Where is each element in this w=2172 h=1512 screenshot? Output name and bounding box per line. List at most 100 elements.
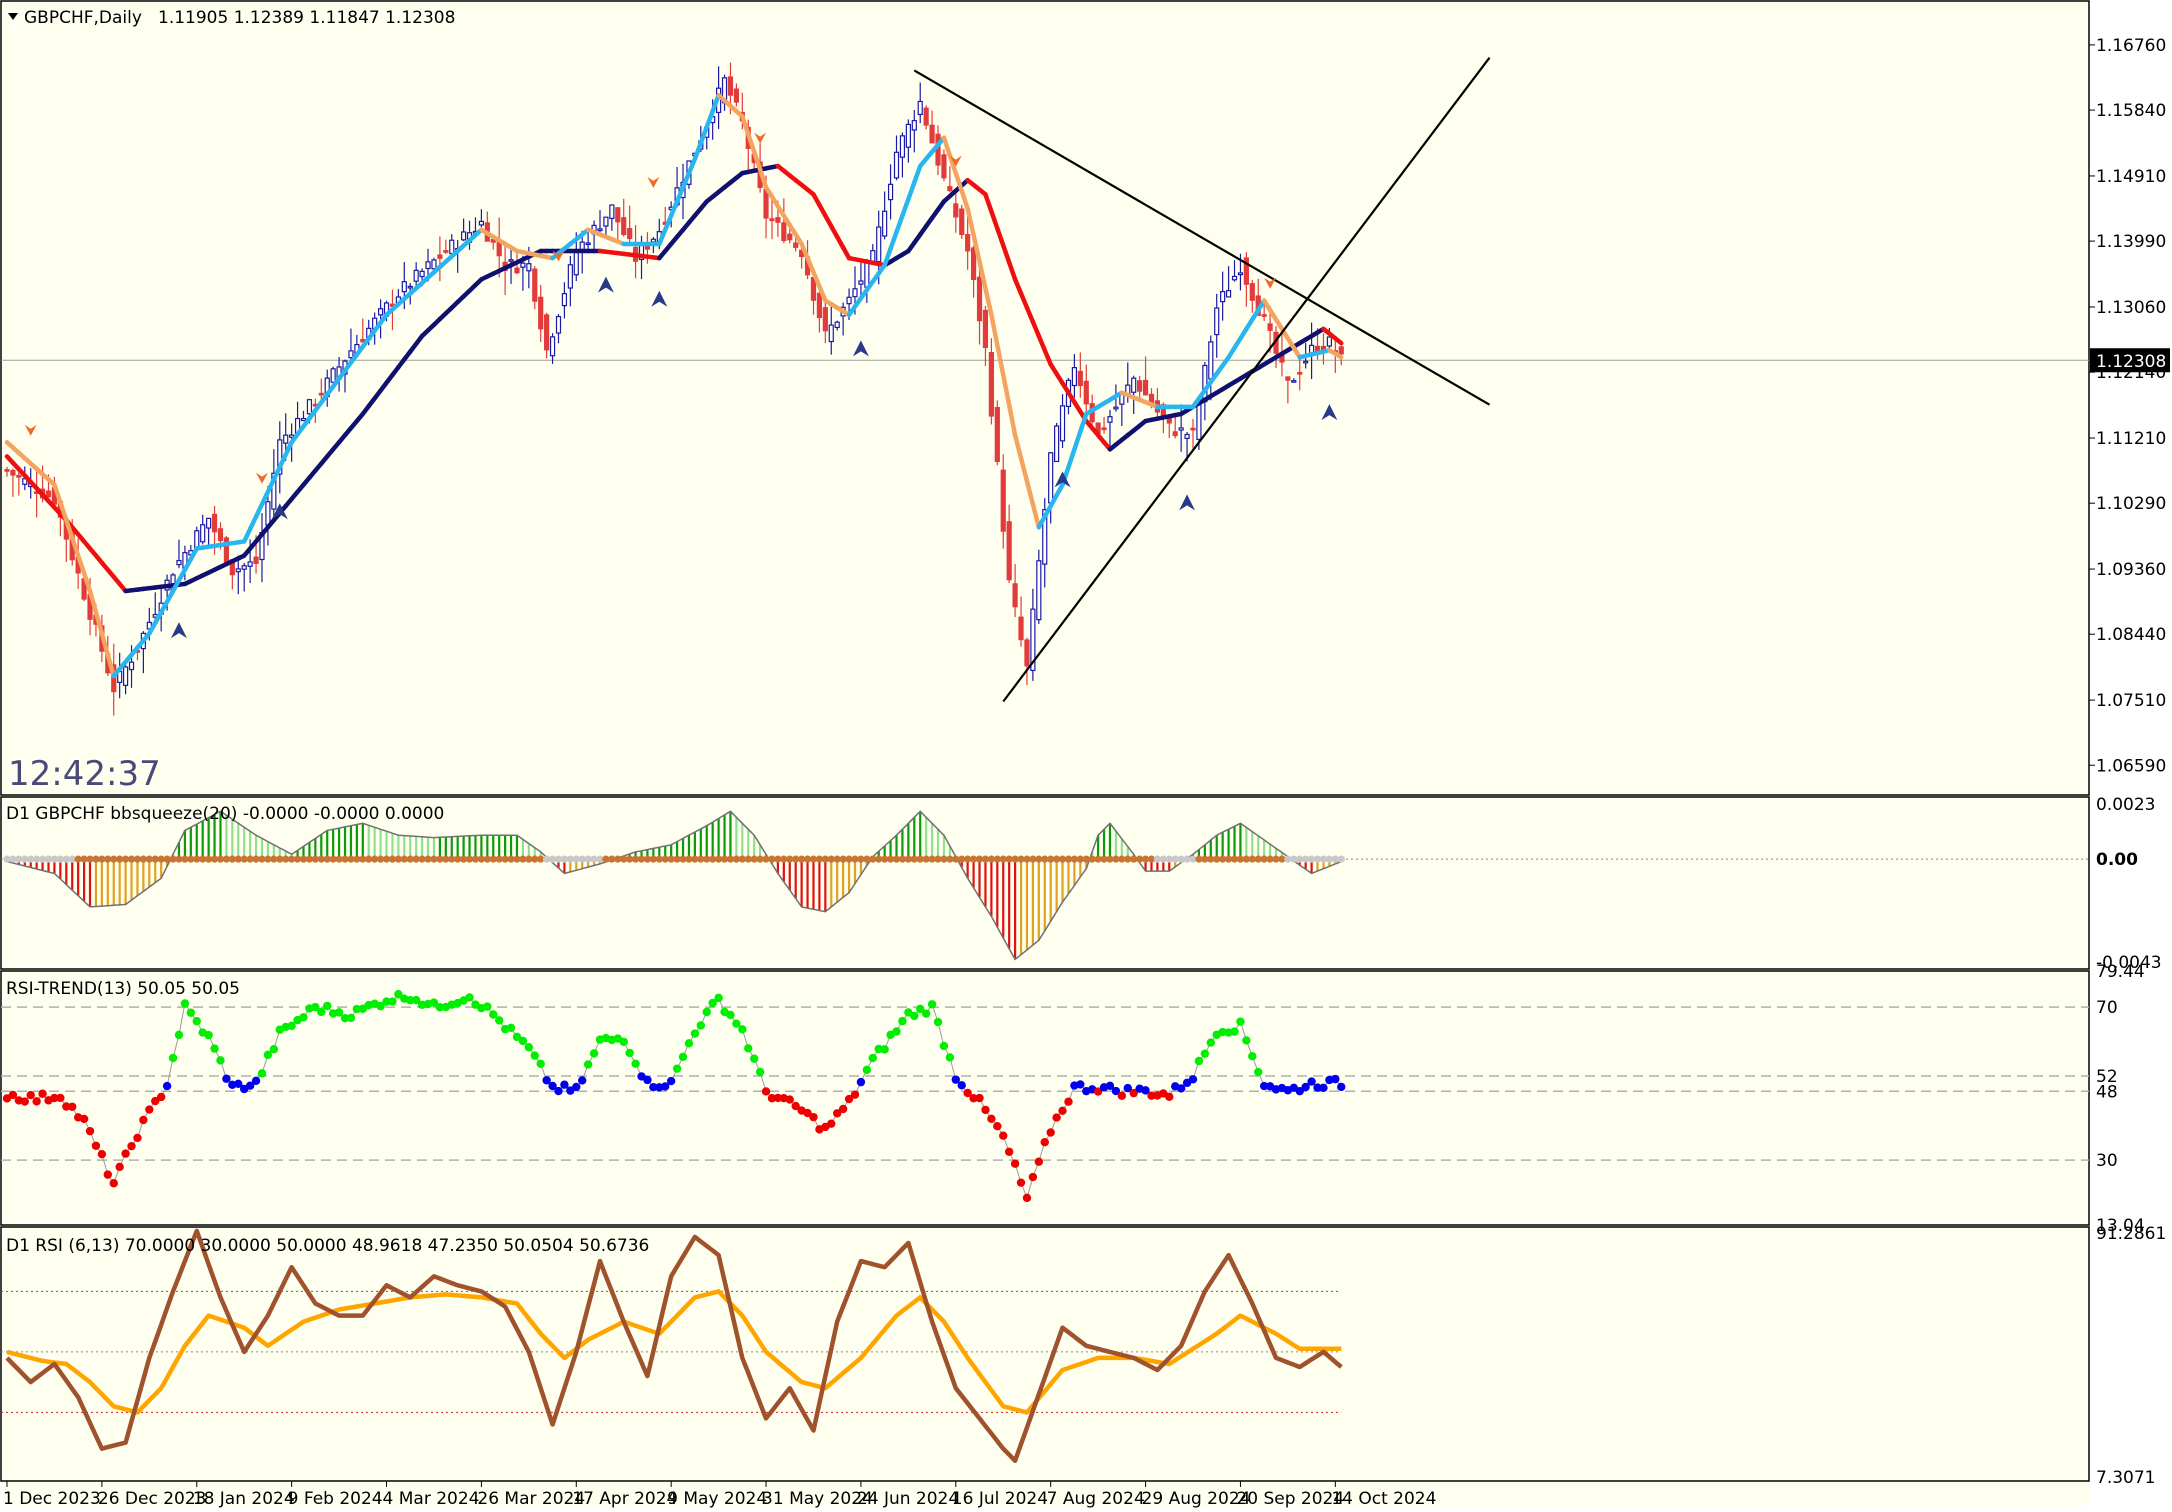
trendline[interactable]	[1002, 57, 1491, 703]
squeeze-dot	[720, 855, 729, 863]
rsi-trend-dot	[530, 1051, 539, 1060]
ma-slow-segment	[1018, 291, 1030, 310]
candle-body	[532, 268, 538, 302]
ma-fast-segment	[965, 206, 976, 238]
squeeze-dot	[845, 855, 853, 863]
candle-body	[419, 270, 425, 278]
squeeze-dot	[234, 855, 242, 863]
squeeze-dot	[454, 855, 462, 863]
candle-body	[253, 556, 259, 564]
candle-body	[1261, 314, 1267, 317]
rsi-trend-dot	[483, 1002, 492, 1011]
candle-body	[1326, 336, 1332, 347]
ma-fast-segment	[900, 196, 911, 218]
squeeze-dot	[709, 855, 717, 863]
y-tick-label: 1.13990	[2096, 232, 2166, 252]
rsi-trend-dot	[269, 1045, 279, 1054]
squeeze-dot	[347, 855, 355, 863]
squeeze-dot	[1331, 855, 1339, 863]
squeeze-dot	[975, 855, 984, 863]
squeeze-dot	[299, 855, 308, 863]
squeeze-dot	[922, 855, 930, 863]
candle-body	[644, 245, 651, 250]
rsi-trend-dot	[945, 1053, 955, 1062]
candle-body	[1107, 416, 1113, 423]
squeeze-dot	[685, 855, 693, 863]
squeeze-dot	[62, 855, 70, 863]
candle-body	[899, 135, 906, 158]
trendlines-layer[interactable]	[913, 57, 1491, 703]
ma-fast-segment	[906, 180, 917, 202]
squeeze-dot	[501, 855, 509, 863]
candle-body	[1202, 364, 1208, 403]
squeeze-dot	[572, 855, 580, 863]
candle-body	[976, 276, 983, 322]
ma-fast-segment	[811, 270, 822, 289]
squeeze-dot	[1118, 855, 1126, 863]
rsi-trend-dot	[20, 1097, 29, 1106]
squeeze-dot	[145, 855, 153, 863]
ma-fast-segment	[81, 571, 93, 594]
squeeze-dot	[1041, 855, 1049, 863]
squeeze-dot	[637, 855, 646, 863]
rsi-trend-dot	[245, 1081, 255, 1090]
squeeze-dot	[365, 855, 373, 863]
rsi-trend-dot	[850, 1090, 860, 1099]
ma-slow-segment	[1000, 243, 1012, 265]
squeeze-dot	[910, 855, 918, 863]
candle-body	[970, 247, 977, 281]
ma-fast-segment	[1066, 447, 1077, 470]
squeeze-dot	[1100, 855, 1108, 863]
candle-body	[128, 661, 135, 671]
squeeze-dot	[465, 855, 474, 863]
squeeze-dot	[430, 855, 438, 863]
y-tick-label: 52	[2096, 1067, 2118, 1087]
ma-slow-segment	[1012, 277, 1024, 296]
squeeze-dot	[382, 855, 391, 863]
rsi-trend-dot	[696, 1021, 706, 1030]
rsi-trend-dot	[1105, 1081, 1115, 1090]
squeeze-dot	[703, 855, 711, 863]
rsi-trend-dot	[678, 1052, 688, 1062]
histogram-envelope	[6, 810, 1342, 961]
squeeze-dot	[833, 855, 841, 863]
rsi-trend-dot	[927, 1000, 937, 1009]
rsi-trend-dot	[180, 999, 190, 1008]
candle-body	[822, 307, 828, 332]
ma-fast-segment	[710, 92, 721, 114]
candle-body	[727, 76, 734, 96]
y-tick-label: 79.44	[2096, 962, 2145, 982]
squeeze-dot	[33, 855, 41, 863]
candle-body	[283, 434, 289, 444]
squeeze-dot	[311, 855, 319, 863]
x-tick-label: 7 Aug 2024	[1047, 1489, 1145, 1508]
squeeze-dot	[483, 855, 491, 863]
dropdown-triangle-icon[interactable]	[8, 13, 18, 20]
rsi-trend-dot	[1004, 1147, 1014, 1156]
ma-fast-segment	[757, 167, 769, 190]
candle-body	[1018, 616, 1024, 641]
rsi-trend-dot	[554, 1086, 563, 1096]
candle-body	[265, 501, 271, 526]
candle-body	[864, 260, 870, 288]
rsi-trend-dot	[465, 993, 474, 1002]
ma-slow-segment	[1006, 260, 1018, 282]
squeeze-dot	[1064, 855, 1073, 863]
rsi-trend-dot	[1076, 1080, 1085, 1089]
sell-arrow-icon	[255, 472, 268, 484]
rsi-trend-dot	[1188, 1075, 1198, 1084]
squeeze-dot	[1035, 855, 1043, 863]
trendline[interactable]	[913, 69, 1491, 406]
candle-body	[959, 208, 965, 236]
rsi-trend-dot	[1248, 1051, 1257, 1061]
buy-arrow-icon	[271, 503, 288, 520]
rsi-trend-dot	[524, 1043, 534, 1052]
squeeze-dot	[288, 855, 296, 863]
squeeze-dot	[169, 855, 177, 863]
x-tick-label: 20 Sep 2024	[1236, 1489, 1344, 1508]
rsi-trend-dot	[518, 1036, 528, 1046]
squeeze-dot	[92, 855, 100, 863]
rsi-trend-dot	[1058, 1106, 1067, 1115]
